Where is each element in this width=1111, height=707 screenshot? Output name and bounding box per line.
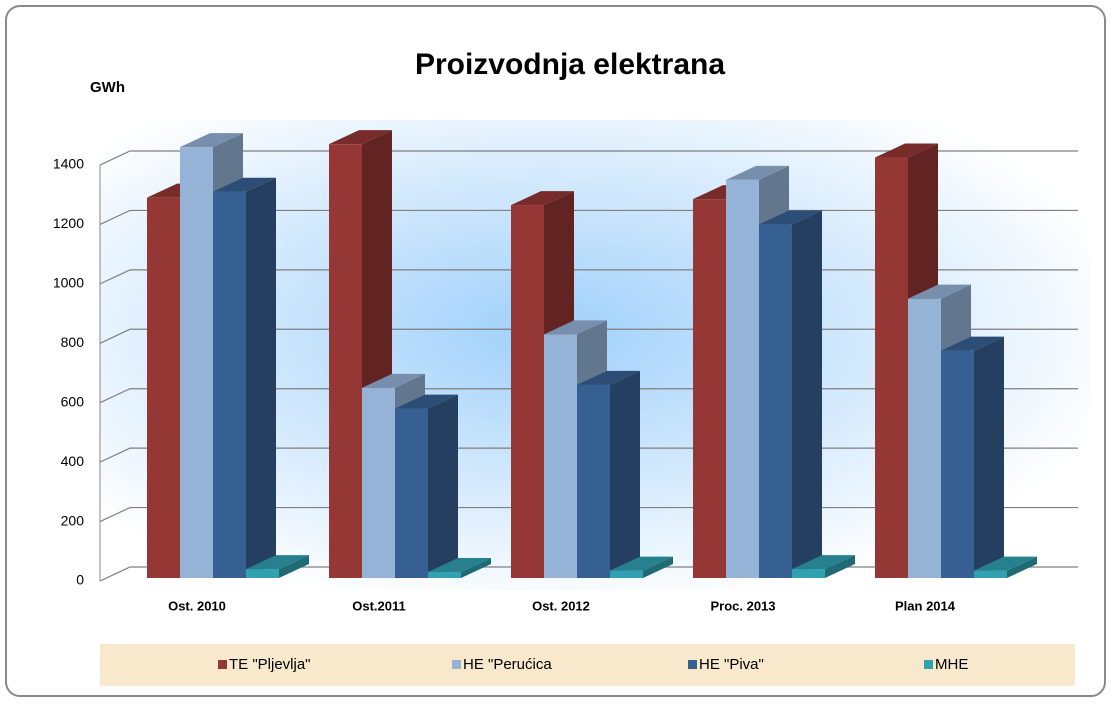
bar-side bbox=[643, 556, 673, 578]
bar-side bbox=[610, 370, 640, 578]
bar-top bbox=[511, 191, 574, 206]
bar-top bbox=[577, 370, 640, 385]
x-tick-label: Ost. 2012 bbox=[532, 598, 590, 613]
bar-side bbox=[825, 555, 855, 578]
bar-top bbox=[362, 373, 425, 388]
y-tick-label: 600 bbox=[61, 393, 85, 409]
bar bbox=[428, 572, 461, 578]
bar bbox=[792, 569, 825, 578]
bar-top bbox=[908, 284, 971, 299]
legend-label: MHE bbox=[935, 656, 968, 673]
legend-swatch bbox=[688, 660, 697, 669]
legend-swatch bbox=[218, 660, 227, 669]
x-tick-label: Proc. 2013 bbox=[710, 598, 775, 613]
bar bbox=[362, 387, 395, 578]
bar bbox=[577, 384, 610, 578]
bar-top bbox=[875, 143, 938, 158]
bar bbox=[329, 144, 362, 578]
bar-top bbox=[180, 133, 243, 148]
bar bbox=[147, 197, 180, 578]
legend-label: HE "Perućica bbox=[463, 656, 552, 673]
legend-label: HE "Piva" bbox=[699, 656, 764, 673]
bar bbox=[395, 408, 428, 578]
bar-top bbox=[329, 130, 392, 145]
bar-top bbox=[941, 336, 1004, 351]
bar bbox=[693, 199, 726, 578]
bar-side bbox=[246, 177, 276, 578]
bar-side bbox=[1007, 556, 1037, 578]
bar-side bbox=[792, 210, 822, 578]
bar bbox=[759, 224, 792, 578]
y-tick-label: 400 bbox=[61, 453, 85, 469]
x-tick-label: Ost. 2010 bbox=[168, 598, 226, 613]
x-tick-label: Plan 2014 bbox=[895, 598, 956, 613]
legend-swatch bbox=[924, 660, 933, 669]
legend-swatch bbox=[452, 660, 461, 669]
bar bbox=[544, 334, 577, 578]
bar-side bbox=[974, 336, 1004, 578]
y-tick-label: 1000 bbox=[53, 275, 84, 291]
bar bbox=[974, 570, 1007, 578]
y-tick-label: 200 bbox=[61, 512, 85, 528]
bar-top bbox=[544, 320, 607, 335]
y-tick-label: 1200 bbox=[53, 215, 84, 231]
bar-side bbox=[428, 394, 458, 578]
bar-top bbox=[726, 165, 789, 180]
y-tick-label: 800 bbox=[61, 334, 85, 350]
bar bbox=[213, 191, 246, 578]
y-axis-label: GWh bbox=[90, 79, 125, 96]
bar-top bbox=[974, 556, 1037, 571]
bar bbox=[610, 570, 643, 578]
bar-side bbox=[461, 558, 491, 578]
grid-line bbox=[99, 150, 1078, 166]
y-tick-label: 1400 bbox=[53, 156, 84, 172]
bar-top bbox=[246, 555, 309, 570]
chart-title: Proizvodnja elektrana bbox=[415, 48, 725, 81]
legend-background bbox=[100, 644, 1075, 686]
bar-top bbox=[428, 558, 491, 573]
bar-top bbox=[792, 555, 855, 570]
bar bbox=[246, 569, 279, 578]
bar bbox=[875, 157, 908, 579]
x-tick-label: Ost.2011 bbox=[352, 598, 406, 613]
bar bbox=[908, 298, 941, 578]
bar bbox=[180, 147, 213, 578]
legend-label: TE "Pljevlja" bbox=[229, 656, 311, 673]
bar-top bbox=[759, 210, 822, 225]
bar bbox=[726, 179, 759, 579]
y-tick-label: 0 bbox=[76, 572, 84, 588]
bar bbox=[511, 205, 544, 579]
bar-top bbox=[213, 177, 276, 192]
bar-side bbox=[279, 555, 309, 578]
bar bbox=[941, 350, 974, 578]
bar-top bbox=[395, 394, 458, 409]
bar-top bbox=[610, 556, 673, 571]
